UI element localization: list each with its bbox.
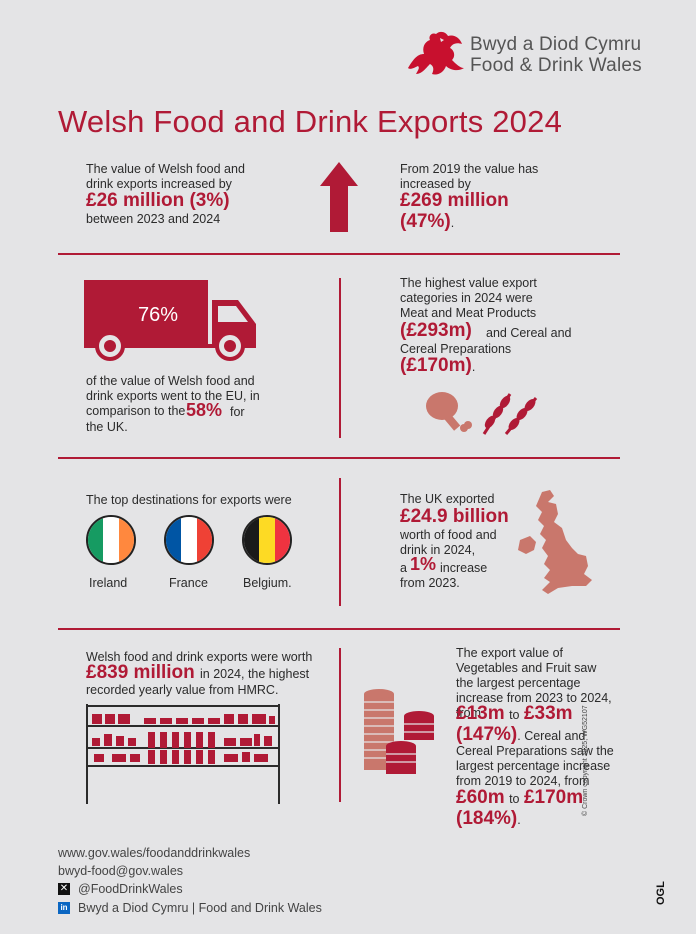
s1-left-post: between 2023 and 2024 [86, 212, 221, 226]
s4-right-b4: £60m [456, 787, 505, 808]
coin-stacks-icon [364, 689, 434, 774]
truck-icon [84, 280, 256, 361]
s2-left-text1: of the value of Welsh food and drink exp… [86, 374, 260, 418]
s4-right-b5: £170m [523, 787, 584, 808]
s4-right-text2-b: Cereal Preparations saw the largest perc… [456, 744, 614, 788]
divider-v-3 [339, 478, 341, 606]
s4-right-to1: to [509, 708, 520, 722]
s1-right-dot: . [450, 216, 455, 230]
france-flag-icon [164, 515, 214, 565]
copyright-note: © Crown copyright 2025, WG52107 [582, 705, 589, 816]
s2-right-text2-a: and Cereal and [486, 326, 572, 340]
wheat-icon [482, 393, 538, 435]
ireland-flag-icon [86, 515, 136, 565]
s2-right-dot: . [471, 360, 476, 374]
s1-right-big2: (47%) [400, 211, 451, 232]
s2-right-big1: (£293m) [400, 320, 472, 341]
ogl-logo: OGL [655, 881, 667, 905]
s1-right-big1: £269 million [400, 190, 509, 211]
divider-2 [58, 457, 620, 459]
divider-3 [58, 628, 620, 630]
s2-right-text2-b: Cereal Preparations [400, 342, 512, 356]
s4-right-text1: The export value of Vegetables and Fruit… [456, 646, 612, 720]
s3-right-big: £24.9 billion [400, 506, 509, 527]
x-icon: ✕ [58, 883, 70, 895]
s1-left-big: £26 million (3%) [86, 190, 230, 211]
s4-left-big: £839 million [86, 662, 195, 683]
linkedin-icon: in [58, 902, 70, 914]
divider-v-4 [339, 648, 341, 802]
s1-right-text: From 2019 the value has increased by [400, 162, 539, 191]
welsh-dragon-logo-icon [408, 31, 464, 75]
s2-left-text2-b: the UK. [86, 420, 128, 434]
country-ireland: Ireland [89, 576, 128, 590]
brand-english: Food & Drink Wales [470, 55, 642, 76]
s2-left-text2-a: for [230, 405, 245, 419]
uk-map-icon [518, 490, 592, 594]
brand-welsh: Bwyd a Diod Cymru [470, 34, 642, 55]
page-title: Welsh Food and Drink Exports 2024 [58, 104, 563, 139]
s3-right-post: from 2023. [400, 576, 460, 590]
s3-right-mid: worth of food and drink in 2024, [400, 528, 497, 557]
divider-1 [58, 253, 620, 255]
footer-linkedin-link[interactable]: Bwyd a Diod Cymru | Food and Drink Wales [78, 901, 322, 915]
s4-right-b3: (147%) [456, 724, 518, 745]
meat-drumstick-icon [426, 392, 472, 432]
shop-shelves-icon [86, 704, 280, 804]
country-belgium: Belgium. [243, 576, 292, 590]
s4-left-mid-a: in 2024, the highest [200, 667, 310, 681]
s3-right-inc: increase [440, 561, 488, 575]
s4-right-dot: . [517, 813, 521, 827]
s3-right-a: a [400, 561, 407, 575]
s3-right-pre: The UK exported [400, 492, 495, 506]
s1-left-text: The value of Welsh food and drink export… [86, 162, 245, 191]
s4-right-b6: (184%) [456, 808, 518, 829]
s4-left-mid-b: recorded yearly value from HMRC. [86, 683, 279, 697]
s4-right-b2: £33m [523, 703, 573, 724]
s4-left-pre: Welsh food and drink exports were worth [86, 650, 313, 664]
s2-right-text1: The highest value export categories in 2… [400, 276, 537, 320]
footer-x-link[interactable]: @FoodDrinkWales [78, 882, 183, 896]
s4-right-to2: to [509, 792, 520, 806]
divider-v-2 [339, 278, 341, 438]
s2-right-big2: (£170m) [400, 355, 472, 376]
truck-percent: 76% [138, 304, 179, 326]
country-france: France [169, 576, 208, 590]
s4-right-b1: £13m [456, 703, 505, 724]
belgium-flag-icon [242, 515, 292, 565]
footer-website-link[interactable]: www.gov.wales/foodanddrinkwales [58, 846, 251, 860]
s3-heading: The top destinations for exports were [86, 493, 292, 507]
up-arrow-icon [320, 162, 358, 232]
s2-left-big: 58% [186, 400, 223, 420]
footer-email-link[interactable]: bwyd-food@gov.wales [58, 864, 184, 878]
s4-right-text2: . Cereal and [517, 729, 586, 743]
s3-right-pct: 1% [410, 554, 437, 574]
